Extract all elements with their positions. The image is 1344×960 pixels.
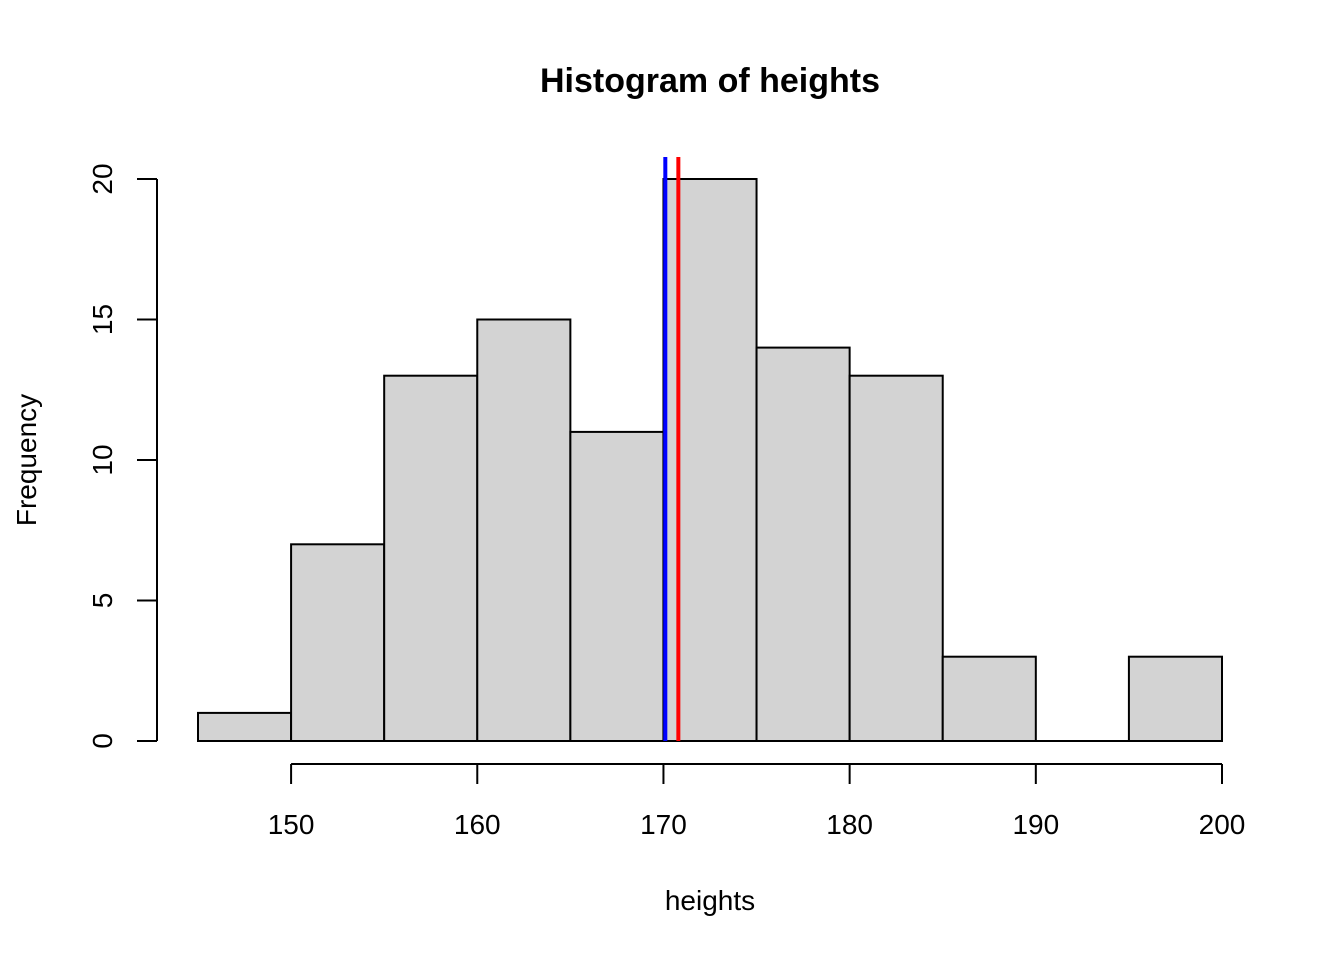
y-tick-label-0: 0 <box>87 733 118 749</box>
y-axis-title: Frequency <box>11 394 42 526</box>
histogram-bar-8 <box>941 655 1037 743</box>
bars <box>197 178 1223 743</box>
x-tick-label-5: 200 <box>1199 809 1246 840</box>
x-tick-label-3: 180 <box>826 809 873 840</box>
histogram-bar-7 <box>848 374 944 742</box>
histogram-bar-1 <box>290 543 386 742</box>
y-tick-label-3: 15 <box>87 304 118 335</box>
x-axis-title: heights <box>665 885 755 916</box>
histogram-bar-0 <box>197 711 293 743</box>
y-tick-label-2: 10 <box>87 444 118 475</box>
histogram-bar-6 <box>755 346 851 742</box>
y-axis: 0 5 10 15 20 <box>87 163 158 749</box>
histogram-bar-4 <box>569 430 665 742</box>
y-tick-label-1: 5 <box>87 593 118 609</box>
x-tick-label-4: 190 <box>1012 809 1059 840</box>
x-tick-label-0: 150 <box>268 809 315 840</box>
histogram-bar-10 <box>1127 655 1223 743</box>
y-tick-label-4: 20 <box>87 163 118 194</box>
x-axis: 150 160 170 180 190 200 <box>268 763 1246 840</box>
x-tick-label-1: 160 <box>454 809 501 840</box>
x-tick-label-2: 170 <box>640 809 687 840</box>
histogram-bar-3 <box>476 318 572 742</box>
reference-lines <box>663 157 681 741</box>
chart-title: Histogram of heights <box>540 62 880 100</box>
histogram-bar-2 <box>383 374 479 742</box>
